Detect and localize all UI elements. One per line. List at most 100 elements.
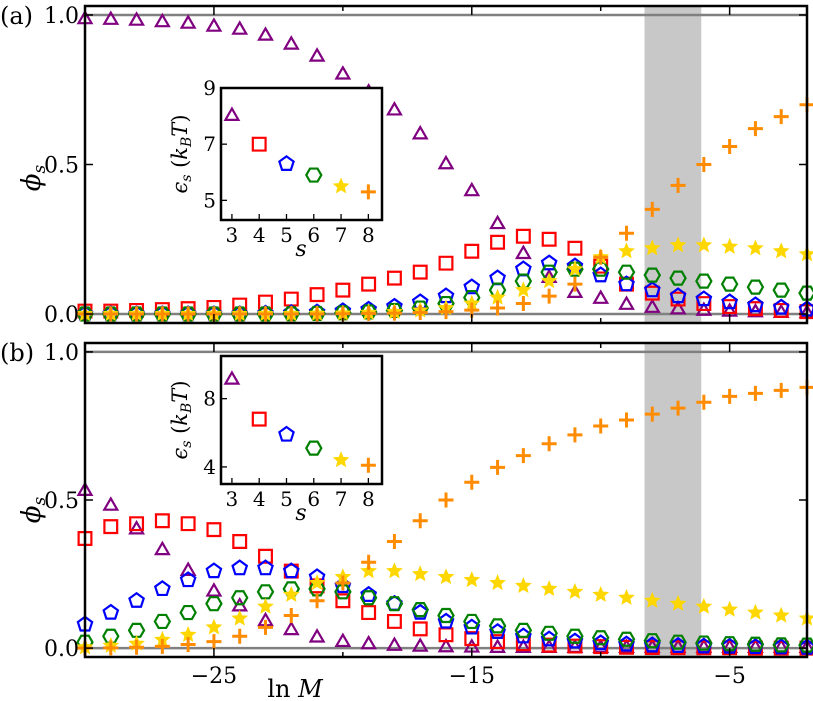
data-point: [619, 412, 634, 428]
y-tick-label: 0.0: [44, 637, 79, 662]
data-point: [696, 394, 712, 410]
inset-y-label: ϵs (kBT): [168, 114, 195, 193]
y-tick-label: 0.5: [44, 489, 79, 514]
data-point: [77, 531, 93, 546]
data-point: [670, 400, 686, 416]
data-point: [205, 618, 223, 635]
data-point: [179, 561, 197, 576]
data-point: [180, 306, 196, 322]
data-point: [566, 583, 584, 599]
inset-x-tick-label: 6: [307, 223, 320, 247]
series-3: [76, 9, 813, 319]
data-point: [257, 26, 274, 41]
data-point: [179, 14, 197, 29]
data-point: [592, 638, 610, 653]
data-point: [490, 300, 506, 316]
data-point: [566, 283, 584, 298]
data-point: [359, 590, 378, 606]
data-point: [283, 291, 299, 307]
data-point: [514, 244, 532, 260]
inset-point: [251, 136, 267, 152]
data-point: [412, 513, 428, 529]
data-point: [567, 638, 583, 654]
data-point: [206, 634, 222, 650]
data-point: [541, 288, 557, 304]
data-point: [334, 584, 352, 600]
data-point: [669, 270, 687, 286]
data-point: [309, 287, 325, 303]
data-point: [360, 585, 378, 602]
data-point: [514, 638, 532, 653]
data-point: [258, 306, 273, 322]
data-point: [103, 640, 119, 656]
data-point: [619, 639, 634, 655]
data-point: [670, 291, 686, 307]
data-point: [489, 638, 506, 653]
data-point: [721, 237, 739, 254]
inset-x-tick-label: 5: [280, 223, 293, 247]
data-point: [540, 580, 558, 596]
y-tick-label: 0.0: [44, 303, 79, 328]
data-point: [437, 568, 455, 585]
data-point: [696, 157, 712, 172]
data-point: [540, 625, 558, 641]
data-point: [258, 548, 273, 564]
data-point: [488, 618, 507, 634]
data-point: [205, 562, 223, 579]
inset-x-label: s: [295, 237, 306, 262]
series-6: [76, 581, 813, 653]
data-point: [361, 554, 377, 570]
data-point: [541, 231, 557, 247]
data-point: [541, 436, 557, 452]
data-point: [643, 267, 662, 283]
data-point: [747, 239, 764, 256]
data-point: [747, 296, 764, 313]
inset-x-tick-label: 3: [226, 487, 239, 511]
data-point: [411, 124, 429, 140]
data-point: [772, 242, 790, 259]
data-point: [695, 236, 713, 253]
data-point: [334, 65, 352, 80]
data-point: [464, 474, 480, 490]
inset-x-tick-label: 5: [280, 487, 293, 511]
data-point: [386, 270, 402, 286]
data-point: [591, 630, 610, 646]
data-point: [618, 588, 635, 605]
data-point: [360, 634, 378, 650]
data-point: [437, 607, 455, 624]
data-point: [463, 181, 481, 197]
data-point: [128, 591, 145, 608]
data-point: [747, 301, 763, 317]
data-point: [361, 605, 377, 621]
data-point: [232, 306, 248, 322]
data-point: [540, 254, 558, 271]
data-point: [566, 628, 584, 644]
inset-x-label: s: [295, 501, 306, 526]
data-point: [386, 100, 403, 116]
data-point: [669, 594, 687, 611]
data-point: [232, 533, 248, 549]
inset-point: [360, 457, 376, 473]
data-point: [386, 305, 402, 321]
data-point: [643, 591, 661, 608]
data-point: [129, 306, 145, 322]
data-point: [669, 636, 687, 653]
data-point: [258, 294, 273, 310]
data-point: [258, 619, 273, 635]
data-point: [593, 418, 609, 434]
y-tick-label: 1.0: [44, 4, 79, 29]
data-point: [669, 287, 687, 304]
data-point: [773, 302, 789, 318]
x-tick-label: −25: [191, 664, 237, 689]
data-point: [257, 559, 274, 576]
data-point: [618, 295, 635, 310]
data-point: [593, 639, 609, 655]
data-point: [670, 177, 686, 193]
panel-label-a: (a): [0, 2, 33, 30]
data-point: [619, 225, 634, 241]
series-8: [77, 379, 813, 656]
inset-point: [332, 451, 350, 468]
inset-x-tick-label: 4: [253, 223, 266, 247]
